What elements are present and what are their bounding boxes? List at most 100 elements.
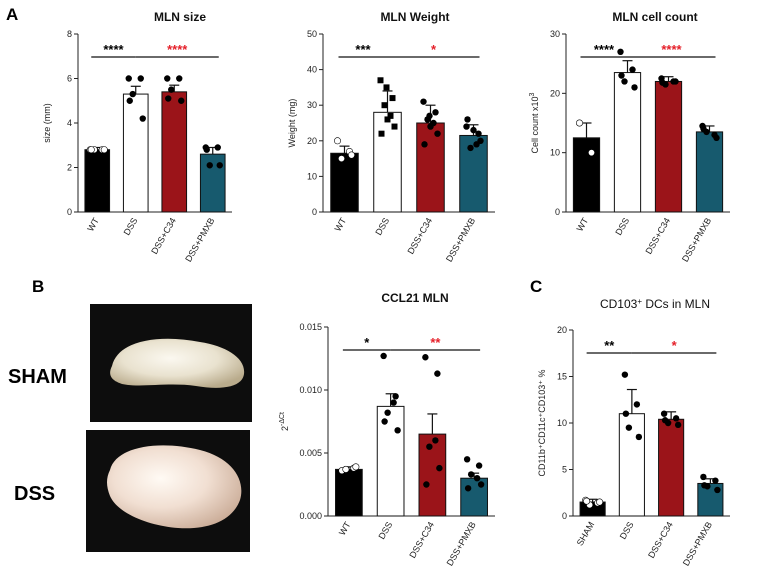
bar (416, 122, 445, 213)
bar (618, 413, 645, 517)
dss-lymph-node (107, 445, 242, 529)
category-label: DSS (618, 520, 636, 541)
y-tick-label: 30 (307, 100, 317, 110)
significance-label: **** (167, 42, 188, 57)
data-point (618, 72, 625, 79)
chart-mln-weight: MLN Weight 0 10 20 30 40 50 Weight (mg) WT DSS DS… (287, 10, 495, 264)
data-point (426, 443, 433, 450)
data-point (470, 126, 477, 134)
category-label: DSS+C34 (407, 520, 436, 560)
data-point (713, 134, 720, 142)
chart-cd103-dcs: CD103+ DCs in MLN 0 5 10 15 20 CD11b⁺CD11c⁺CD… (537, 297, 730, 568)
significance-label: ** (430, 335, 441, 350)
significance-label: **** (594, 42, 615, 57)
data-point (434, 370, 441, 377)
data-point (383, 84, 390, 91)
data-point (635, 433, 643, 441)
data-point (390, 399, 397, 406)
category-label: DSS+C34 (405, 216, 434, 256)
data-point (622, 410, 630, 417)
bar (695, 131, 724, 213)
data-point (125, 75, 132, 82)
category-label: WT (333, 216, 349, 234)
category-label: DSS+PMXB (445, 520, 478, 568)
data-point (384, 116, 391, 123)
data-point (427, 123, 434, 130)
data-point (475, 130, 482, 137)
data-point (587, 149, 595, 157)
data-point (216, 162, 223, 169)
data-point (432, 109, 439, 116)
category-label: DSS+C34 (646, 520, 675, 560)
bar (84, 149, 111, 213)
data-point (164, 75, 171, 82)
significance-label: * (364, 335, 370, 350)
data-point (434, 130, 441, 137)
bar (654, 80, 683, 213)
chart-ccl21-mln: CCL21 MLN 0.000 0.005 0.010 0.015 2-ΔCt WT DSS… (279, 291, 495, 568)
data-point (377, 77, 384, 84)
category-label: DSS+PMXB (680, 216, 713, 264)
y-tick-label: 20 (550, 88, 560, 98)
category-label: DSS (122, 216, 140, 237)
category-label: WT (575, 216, 591, 234)
data-point (629, 66, 636, 73)
data-point (129, 90, 136, 98)
data-point (712, 477, 719, 484)
data-point (392, 393, 399, 400)
category-label: SHAM (575, 520, 597, 548)
bar (658, 418, 685, 517)
y-axis-label: CD11b⁺CD11c⁺CD103⁺ % (537, 370, 547, 477)
chart-title: MLN cell count (612, 10, 697, 24)
data-point (381, 418, 388, 425)
data-point (378, 130, 385, 137)
data-point (633, 401, 641, 408)
bar (335, 468, 363, 517)
photo-label-dss: DSS (14, 483, 55, 505)
data-point (701, 482, 708, 489)
y-tick-label: 0.015 (299, 322, 322, 332)
y-tick-label: 15 (557, 372, 567, 382)
data-point (475, 462, 483, 469)
data-point (426, 112, 433, 120)
bar (330, 152, 359, 213)
data-point (467, 471, 475, 478)
data-point (477, 481, 485, 488)
data-point (617, 48, 624, 55)
y-tick-label: 20 (307, 136, 317, 146)
data-point (473, 141, 480, 148)
photo-sham (90, 304, 252, 422)
y-tick-label: 0 (562, 511, 567, 521)
y-tick-label: 0 (312, 207, 317, 217)
data-point (625, 424, 633, 431)
category-label: DSS (373, 216, 391, 237)
bar (122, 93, 149, 213)
y-axis-label: Cell count x103 (529, 92, 540, 153)
data-point (384, 409, 391, 416)
data-point (126, 97, 133, 104)
data-point (168, 86, 175, 93)
y-tick-label: 10 (557, 418, 567, 428)
y-tick-label: 40 (307, 65, 317, 75)
bar (376, 405, 405, 517)
data-point (631, 84, 638, 91)
data-point (422, 354, 429, 361)
panel-letter-b: B (32, 277, 44, 296)
data-point (432, 437, 439, 444)
data-point (387, 112, 394, 119)
y-tick-label: 0.005 (299, 448, 322, 458)
data-point (421, 141, 428, 148)
data-point (467, 144, 474, 152)
sham-lymph-node (110, 338, 245, 388)
data-point (333, 137, 341, 145)
data-point (596, 498, 604, 506)
y-tick-label: 30 (550, 29, 560, 39)
data-point (352, 463, 360, 471)
category-label: DSS (613, 216, 631, 237)
data-point (391, 123, 398, 130)
significance-label: **** (103, 42, 124, 57)
y-tick-label: 5 (562, 465, 567, 475)
data-point (672, 78, 679, 85)
category-label: WT (337, 520, 353, 538)
